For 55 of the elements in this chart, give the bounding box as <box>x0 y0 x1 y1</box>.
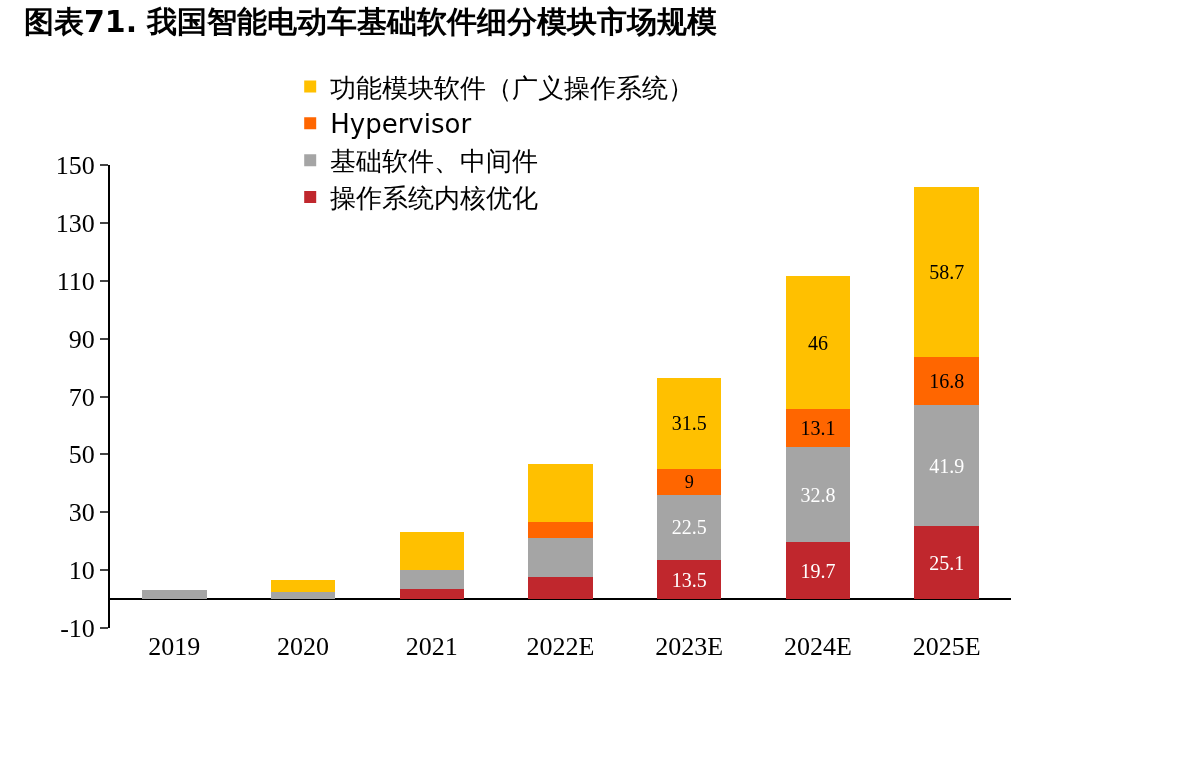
bar <box>914 526 979 600</box>
bar <box>528 464 593 523</box>
chart-title: 图表71. 我国智能电动车基础软件细分模块市场规模 <box>23 4 718 40</box>
legend-label: 基础软件、中间件 <box>330 146 539 177</box>
legend-label: 功能模块软件（广义操作系统） <box>330 72 695 103</box>
data-label: 13.5 <box>671 568 707 591</box>
y-tick-label: 110 <box>56 266 95 296</box>
bar <box>142 590 207 600</box>
y-tick-label: -10 <box>60 614 95 644</box>
y-tick-label: 10 <box>68 556 95 586</box>
data-label: 22.5 <box>671 516 707 539</box>
data-label: 13.1 <box>800 417 836 440</box>
x-tick-label: 2022E <box>526 632 595 661</box>
data-label: 31.5 <box>671 412 707 435</box>
y-tick-label: 30 <box>68 498 95 528</box>
x-tick-label: 2020 <box>277 632 330 661</box>
x-tick-label: 2021 <box>405 632 458 661</box>
data-label: 9 <box>684 472 694 493</box>
y-tick-label: 130 <box>55 208 95 238</box>
data-label: 32.8 <box>800 483 836 506</box>
x-tick-label: 2025E <box>912 632 981 661</box>
bar <box>785 409 851 448</box>
data-label: 25.1 <box>929 551 965 574</box>
bar <box>914 356 979 406</box>
legend-label: 操作系统内核优化 <box>330 183 539 214</box>
bar <box>785 276 851 410</box>
bar <box>657 494 722 560</box>
bar <box>270 591 336 600</box>
bar <box>657 560 722 600</box>
legend-label: Hypervisor <box>330 109 472 140</box>
y-tick-label: 50 <box>68 440 95 470</box>
bar <box>528 577 593 600</box>
bar <box>270 579 336 592</box>
bar <box>657 377 722 469</box>
data-label: 46 <box>807 331 828 354</box>
bar <box>399 532 464 571</box>
bar <box>785 447 851 543</box>
bar <box>528 522 593 539</box>
bar <box>657 468 722 495</box>
bar <box>399 570 464 590</box>
data-label: 16.8 <box>929 369 965 392</box>
y-tick-label: 90 <box>68 324 95 354</box>
y-tick-label: 150 <box>55 151 95 181</box>
x-tick-label: 2023E <box>655 632 724 661</box>
data-label: 19.7 <box>800 559 836 582</box>
bar <box>914 186 979 357</box>
bar <box>914 405 979 527</box>
data-label: 41.9 <box>929 454 965 477</box>
bar <box>528 538 593 578</box>
x-tick-label: 2019 <box>148 632 201 661</box>
data-label: 58.7 <box>929 260 965 283</box>
bar <box>785 542 851 600</box>
bar <box>399 589 464 600</box>
y-tick-label: 70 <box>68 382 95 412</box>
x-tick-label: 2024E <box>783 632 852 661</box>
